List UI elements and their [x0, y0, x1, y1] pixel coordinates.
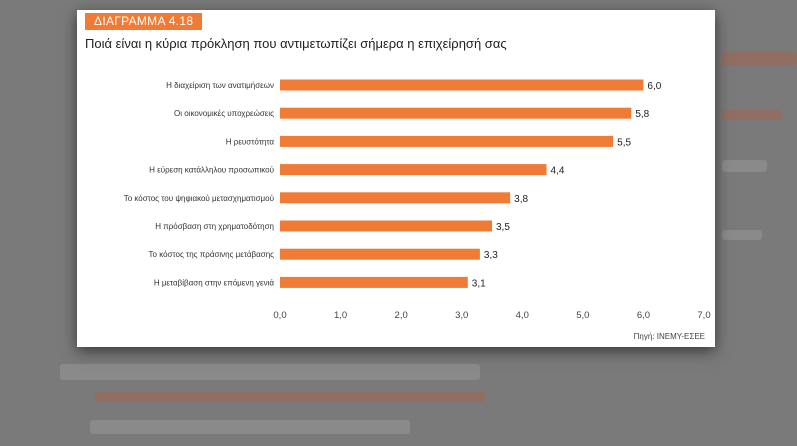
bar	[280, 192, 511, 204]
bar-chart: Η διαχείριση των ανατιμήσεων 6,0 Οι οικονο…	[124, 79, 711, 321]
category-label: Η εύρεση κατάλληλου προσωπικού	[149, 166, 274, 175]
value-label: 6,0	[647, 81, 661, 92]
x-tick-label: 5,0	[576, 310, 589, 321]
chart-title: Ποιά είναι η κύρια πρόκληση που αντιμετω…	[85, 36, 507, 51]
x-tick-label: 1,0	[334, 310, 347, 321]
category-label: Η ρευστότητα	[226, 137, 275, 146]
x-tick-label: 2,0	[395, 310, 408, 321]
figure-tag: ΔΙΑΓΡΑΜΜΑ 4.18	[85, 13, 203, 30]
x-tick-label: 6,0	[637, 310, 650, 321]
value-label: 3,5	[496, 222, 510, 233]
value-label: 3,1	[472, 278, 486, 289]
source-note: Πηγή: ΙΝΕΜΥ-ΕΣΕΕ	[633, 332, 705, 341]
bar	[280, 220, 492, 232]
background-stripe	[90, 420, 410, 434]
background-stripe	[722, 52, 797, 66]
category-label: Το κόστος του ψηφιακού μετασχηματισμού	[124, 194, 274, 203]
bar	[280, 107, 632, 119]
bar	[280, 135, 614, 147]
x-tick-label: 3,0	[455, 310, 468, 321]
category-label: Η διαχείριση των ανατιμήσεων	[166, 81, 274, 90]
value-label: 5,5	[617, 137, 631, 148]
value-label: 3,3	[484, 250, 498, 261]
value-label: 4,4	[551, 166, 565, 177]
value-label: 5,8	[635, 109, 649, 120]
bar	[280, 79, 644, 91]
x-tick-label: 7,0	[697, 310, 710, 321]
x-tick-label: 4,0	[516, 310, 529, 321]
value-label: 3,8	[514, 194, 528, 205]
bar	[280, 276, 468, 288]
background-stripe	[722, 160, 767, 172]
bar	[280, 164, 547, 176]
category-label: Η πρόσβαση στη χρηματοδότηση	[155, 222, 274, 231]
background-stripe	[722, 110, 782, 120]
background-stripe	[722, 230, 762, 240]
x-tick-label: 0,0	[273, 310, 286, 321]
chart-card: ΔΙΑΓΡΑΜΜΑ 4.18 Ποιά είναι η κύρια πρόκλη…	[77, 10, 715, 347]
category-label: Το κόστος της πράσινης μετάβασης	[149, 250, 275, 259]
bar	[280, 248, 480, 260]
category-label: Οι οικονομικές υποχρεώσεις	[174, 109, 274, 118]
category-label: Η μεταβίβαση στην επόμενη γενιά	[154, 278, 275, 287]
background-stripe	[60, 364, 480, 380]
background-stripe	[95, 392, 485, 402]
